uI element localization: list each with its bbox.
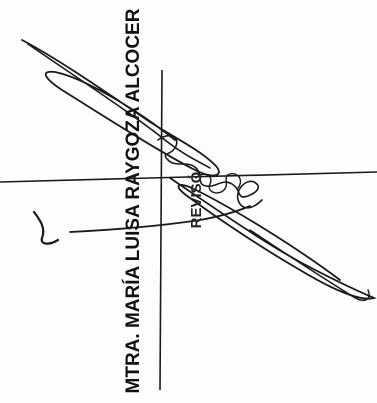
signer-name: MTRA. MARÍA LUISA RAYGOZA ALCOCER [123, 8, 144, 394]
vertical-rule [159, 69, 163, 391]
signature-stroke-upper [21, 39, 220, 177]
horizontal-rule [0, 171, 377, 183]
signature-stroke-center [157, 134, 263, 209]
signature-stroke-upper-2 [27, 43, 211, 169]
signer-name-block: MTRA. MARÍA LUISA RAYGOZA ALCOCER [120, 6, 148, 396]
signature-stroke-hook [32, 210, 60, 245]
signature-stroke-cluster [195, 173, 242, 194]
signature-stroke-tail [249, 229, 370, 301]
signature-stroke-cross [69, 205, 251, 233]
reviewed-stamp-block: REVISÓ [186, 150, 208, 250]
reviewed-label: REVISÓ [188, 171, 205, 229]
